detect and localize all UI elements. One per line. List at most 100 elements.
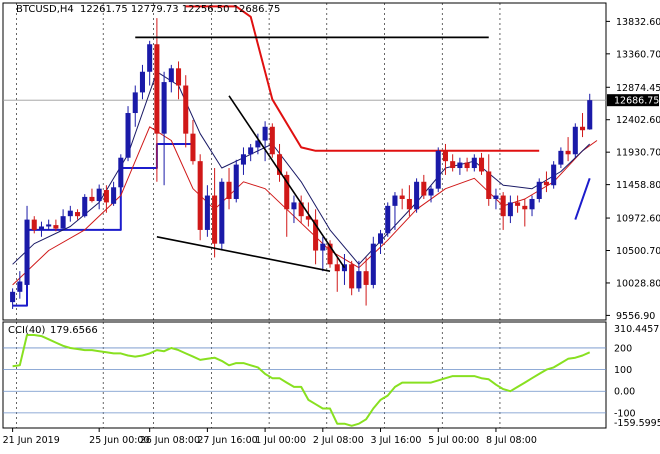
price-tick-label: 12874.45 <box>616 83 660 94</box>
bearish-candle <box>53 225 59 229</box>
ohlc-readout: 12261.75 12779.73 12256.50 12686.75 <box>80 4 281 15</box>
bearish-candle <box>406 198 412 210</box>
bullish-candle <box>558 150 564 165</box>
bullish-candle <box>414 181 420 210</box>
bullish-candle <box>572 126 578 155</box>
bullish-candle <box>168 68 174 83</box>
bullish-candle <box>471 157 477 169</box>
bearish-candle <box>197 161 203 230</box>
price-tick-label: 10028.80 <box>616 278 660 289</box>
bullish-candle <box>111 187 117 204</box>
bullish-candle <box>536 181 542 199</box>
bullish-candle <box>356 271 362 289</box>
bullish-candle <box>291 202 297 210</box>
indicator-value: 179.6566 <box>50 325 98 336</box>
bearish-candle <box>421 181 427 196</box>
cci-bottom-label: -159.5995 <box>614 418 660 429</box>
time-axis-label: 5 Jul 00:00 <box>428 435 479 446</box>
cci-level-bg <box>607 363 635 377</box>
time-axis-label: 21 Jun 2019 <box>3 435 60 446</box>
bullish-candle <box>370 243 376 285</box>
bearish-candle <box>305 216 311 220</box>
time-axis-label: 25 Jun 00:00 <box>89 435 149 446</box>
bearish-candle <box>75 212 81 217</box>
bullish-candle <box>493 195 499 199</box>
bearish-candle <box>349 264 355 289</box>
bearish-candle <box>154 44 160 134</box>
cci-level-label: 200 <box>614 343 632 354</box>
bullish-candle <box>240 154 246 165</box>
bearish-candle <box>298 202 304 217</box>
cci-level-bg <box>607 341 635 355</box>
time-axis-label: 1 Jul 00:00 <box>255 435 306 446</box>
bearish-candle <box>442 150 448 162</box>
bullish-candle <box>255 140 261 148</box>
time-axis-label: 3 Jul 16:00 <box>371 435 422 446</box>
bullish-candle <box>132 92 138 114</box>
cci-level-bg <box>607 406 635 420</box>
bearish-candle <box>183 85 189 134</box>
bullish-candle <box>139 71 145 93</box>
cci-level-label: 100 <box>614 365 632 376</box>
bearish-candle <box>31 219 37 230</box>
bullish-candle <box>378 233 384 244</box>
current-price-label: 12686.75 <box>614 96 659 107</box>
time-axis-label: 27 Jun 16:00 <box>197 435 257 446</box>
bearish-candle <box>500 195 506 217</box>
bearish-candle <box>226 181 232 199</box>
bearish-candle <box>327 243 333 265</box>
blue-step-line <box>12 143 194 307</box>
price-tick-label: 10500.70 <box>616 246 660 257</box>
bullish-candle <box>262 126 268 141</box>
bullish-candle <box>507 202 513 217</box>
blue-projection-line <box>574 177 591 220</box>
cci-level-bg <box>607 384 635 398</box>
time-axis-label: 8 Jul 08:00 <box>486 435 537 446</box>
bullish-candle <box>67 210 73 217</box>
bullish-candle <box>435 150 441 189</box>
bullish-candle <box>385 205 391 234</box>
bearish-candle <box>176 68 182 86</box>
bearish-candle <box>212 195 218 244</box>
time-axis-label: 26 Jun 08:00 <box>140 435 200 446</box>
bearish-candle <box>363 271 369 285</box>
bullish-candle <box>24 219 30 285</box>
bearish-candle <box>579 126 586 131</box>
bullish-candle <box>551 164 557 186</box>
bearish-candle <box>522 205 528 210</box>
price-tick-label: 10972.60 <box>616 214 660 225</box>
lower-wedge-line <box>156 236 331 272</box>
bullish-candle <box>529 198 535 210</box>
red-step-line <box>185 5 540 152</box>
bullish-candle <box>96 188 102 202</box>
falling-trendline <box>228 95 346 269</box>
cci-line <box>12 334 591 427</box>
bullish-candle <box>46 224 52 227</box>
bearish-candle <box>334 264 340 272</box>
slow-moving-average <box>12 126 598 286</box>
bearish-candle <box>89 196 95 202</box>
bullish-candle <box>457 162 463 169</box>
bullish-candle <box>248 147 254 155</box>
bearish-candle <box>450 161 456 169</box>
bullish-candle <box>392 195 398 206</box>
price-tick-label: 13360.70 <box>616 49 660 60</box>
bullish-candle <box>587 100 593 130</box>
bullish-candle <box>10 291 16 303</box>
bearish-candle <box>269 126 275 155</box>
price-tick-label: 13832.60 <box>616 17 660 28</box>
bearish-candle <box>313 219 319 251</box>
bullish-candle <box>428 188 434 196</box>
bullish-candle <box>320 243 326 251</box>
bearish-candle <box>464 162 470 169</box>
bearish-candle <box>103 190 109 203</box>
bullish-candle <box>219 181 225 244</box>
price-tick-label: 12402.60 <box>616 115 660 126</box>
bullish-candle <box>17 281 23 292</box>
price-tick-label: 11930.70 <box>616 148 660 159</box>
price-tick-label: 11458.80 <box>616 180 660 191</box>
bullish-candle <box>161 82 167 134</box>
bullish-candle <box>125 113 131 158</box>
